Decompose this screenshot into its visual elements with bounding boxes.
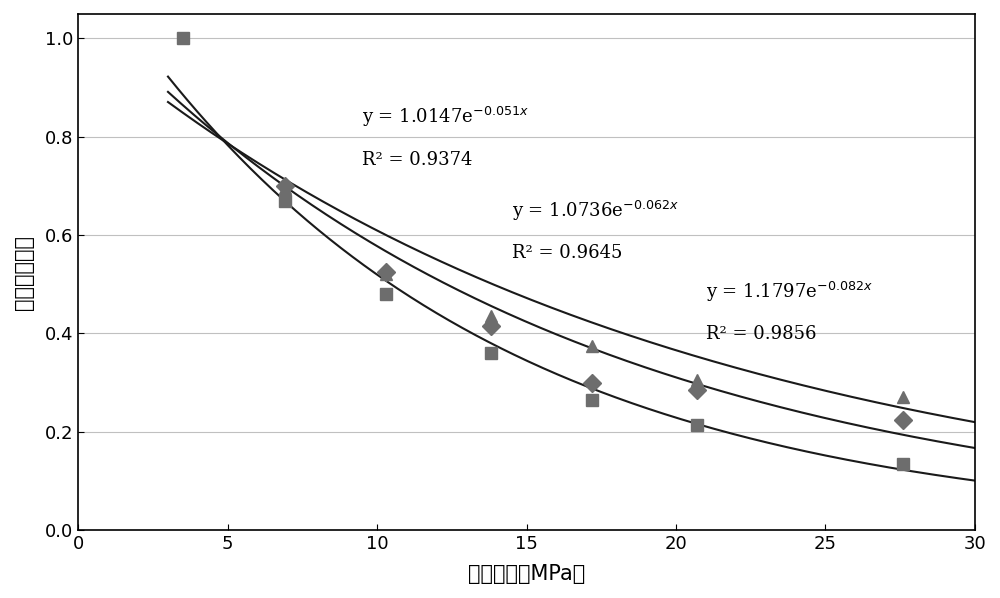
Text: R² = 0.9856: R² = 0.9856	[706, 325, 816, 343]
Text: R² = 0.9645: R² = 0.9645	[512, 244, 622, 262]
Y-axis label: 无因次渗透率: 无因次渗透率	[14, 234, 34, 310]
Text: y = 1.0736e$^{-0.062x}$: y = 1.0736e$^{-0.062x}$	[512, 199, 678, 223]
X-axis label: 有效应力（MPa）: 有效应力（MPa）	[468, 564, 585, 584]
Text: y = 1.1797e$^{-0.082x}$: y = 1.1797e$^{-0.082x}$	[706, 280, 873, 304]
Text: y = 1.0147e$^{-0.051x}$: y = 1.0147e$^{-0.051x}$	[362, 105, 529, 129]
Text: R² = 0.9374: R² = 0.9374	[362, 151, 473, 169]
